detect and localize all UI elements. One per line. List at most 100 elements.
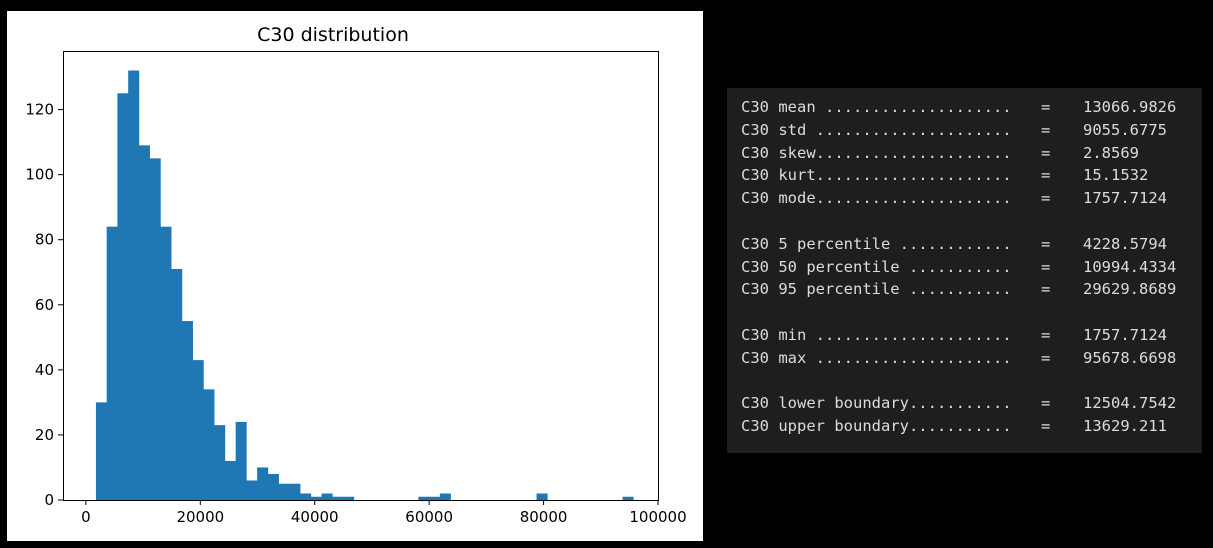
histogram-bar	[95, 402, 107, 500]
stat-value: 15.1532	[1083, 166, 1149, 185]
histogram-bar	[224, 460, 236, 500]
stat-row: C30 kurt..................... = 15.1532	[741, 164, 1202, 187]
stat-value: 13629.211	[1083, 417, 1167, 436]
stat-row: C30 mode..................... = 1757.7124	[741, 187, 1202, 210]
histogram-bar	[128, 70, 140, 501]
stat-label: C30 5 percentile ............	[741, 234, 1012, 253]
histogram-bar	[321, 493, 333, 500]
chart-title: C30 distribution	[257, 24, 409, 46]
y-tick-label: 80	[35, 231, 54, 249]
histogram-panel: C30 distribution 0 20000 40000 60000 80000 10…	[7, 11, 703, 541]
stat-value: 12504.7542	[1083, 394, 1177, 413]
histogram-bar	[203, 389, 215, 500]
stat-value: 1757.7124	[1083, 189, 1167, 208]
histogram-bar	[214, 425, 226, 500]
stat-label: C30 kurt.....................	[741, 166, 1012, 185]
histogram-bar	[181, 321, 193, 500]
histogram-bar	[310, 496, 322, 500]
stat-label: C30 max .....................	[741, 348, 1012, 367]
stat-label: C30 skew.....................	[741, 143, 1012, 162]
stat-value: 95678.6698	[1083, 348, 1177, 367]
x-tick-label: 0	[81, 508, 91, 526]
x-tick-label: 60000	[405, 508, 453, 526]
x-tick-label: 20000	[176, 508, 224, 526]
stat-equals: =	[1041, 348, 1051, 367]
stat-label: C30 mean ....................	[741, 98, 1012, 116]
y-axis: 0 20 40 60 80 100 120	[25, 101, 63, 509]
stat-equals: =	[1041, 143, 1051, 162]
stat-equals: =	[1041, 280, 1051, 299]
stat-row: C30 min ..................... = 1757.7124	[741, 324, 1202, 347]
stat-label: C30 upper boundary...........	[741, 417, 1012, 436]
y-tick-label: 0	[44, 491, 54, 509]
y-tick-label: 20	[35, 426, 54, 444]
stat-row: C30 lower boundary........... = 12504.7542	[741, 392, 1202, 415]
histogram-bar	[246, 480, 258, 500]
stat-label: C30 std .....................	[741, 120, 1012, 139]
stat-value: 9055.6775	[1083, 120, 1167, 139]
histogram-bar	[343, 496, 355, 500]
histogram-bar	[149, 158, 161, 500]
stat-row: C30 50 percentile ........... = 10994.4334	[741, 256, 1202, 279]
histogram-bar	[278, 483, 290, 500]
histogram-bar	[160, 226, 172, 500]
stat-value: 10994.4334	[1083, 257, 1177, 276]
stat-value: 4228.5794	[1083, 234, 1167, 253]
histogram-bar	[257, 467, 269, 500]
histogram-bar	[332, 496, 344, 500]
stat-value: 2.8569	[1083, 143, 1139, 162]
stats-output-panel: C30 mean .................... = 13066.9826…	[727, 88, 1202, 453]
stat-equals: =	[1041, 394, 1051, 413]
y-tick-label: 40	[35, 361, 54, 379]
stat-group-gap	[741, 301, 1202, 324]
stat-value: 13066.9826	[1083, 98, 1177, 116]
stat-row: C30 5 percentile ............ = 4228.5794	[741, 233, 1202, 256]
stat-group-gap	[741, 210, 1202, 233]
histogram-bar	[300, 493, 312, 500]
stat-equals: =	[1041, 257, 1051, 276]
histogram-bar	[138, 145, 150, 500]
stat-equals: =	[1041, 234, 1051, 253]
stat-label: C30 mode.....................	[741, 189, 1012, 208]
histogram-bar	[622, 496, 634, 500]
y-tick-label: 120	[25, 101, 54, 119]
histogram-bar	[429, 496, 441, 500]
stat-label: C30 min .....................	[741, 325, 1012, 344]
stat-equals: =	[1041, 189, 1051, 208]
stat-equals: =	[1041, 417, 1051, 436]
stat-equals: =	[1041, 98, 1051, 116]
stat-label: C30 95 percentile ...........	[741, 280, 1012, 299]
histogram-bar	[267, 473, 279, 500]
histogram-bar	[289, 483, 301, 500]
histogram-bars	[95, 70, 634, 501]
stat-equals: =	[1041, 166, 1051, 185]
plot-frame	[63, 51, 659, 501]
stat-value: 29629.8689	[1083, 280, 1177, 299]
x-tick-label: 40000	[291, 508, 339, 526]
stat-label: C30 lower boundary...........	[741, 394, 1012, 413]
histogram-bar	[171, 268, 183, 500]
histogram-bar	[235, 421, 247, 500]
stat-value: 1757.7124	[1083, 325, 1167, 344]
stat-group-gap	[741, 370, 1202, 393]
stat-row: C30 std ..................... = 9055.6775	[741, 119, 1202, 142]
x-axis: 0 20000 40000 60000 80000 100000	[81, 500, 687, 526]
stat-row: C30 95 percentile ........... = 29629.8689	[741, 278, 1202, 301]
y-tick-label: 100	[25, 166, 54, 184]
stat-row: C30 skew..................... = 2.8569	[741, 142, 1202, 165]
stat-row: C30 mean .................... = 13066.9826	[741, 96, 1202, 119]
stat-label: C30 50 percentile ...........	[741, 257, 1012, 276]
stat-row: C30 max ..................... = 95678.6698	[741, 347, 1202, 370]
stat-row: C30 upper boundary........... = 13629.211	[741, 415, 1202, 438]
histogram-bar	[192, 360, 204, 500]
stat-equals: =	[1041, 325, 1051, 344]
histogram-bar	[117, 93, 129, 500]
x-tick-label: 100000	[629, 508, 686, 526]
y-tick-label: 60	[35, 296, 54, 314]
x-tick-label: 80000	[520, 508, 568, 526]
histogram-bar	[439, 493, 451, 500]
histogram-chart: C30 distribution 0 20000 40000 60000 80000 10…	[25, 24, 687, 526]
histogram-bar	[418, 496, 430, 500]
histogram-bar	[106, 226, 118, 500]
histogram-bar	[536, 493, 548, 500]
